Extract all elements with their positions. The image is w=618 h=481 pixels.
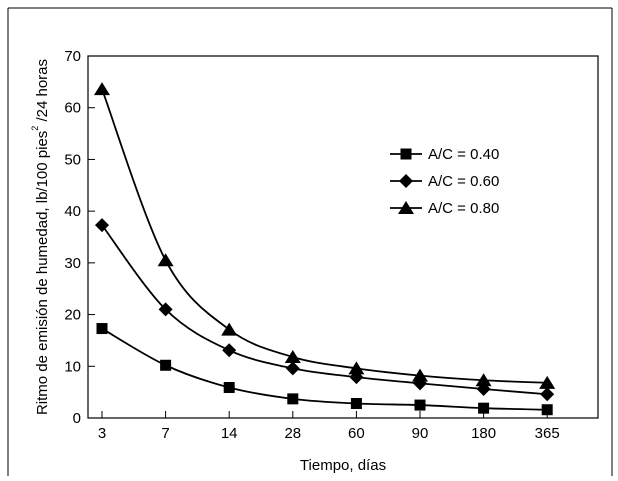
data-point-diamond (540, 387, 555, 402)
x-tick-label: 3 (98, 425, 106, 442)
data-point-triangle (221, 322, 238, 336)
data-point-diamond (158, 302, 173, 317)
legend-label: A/C = 0.40 (428, 146, 499, 163)
axis-ticks: 0 10 20 30 40 50 60 70 3 7 14 28 60 90 180 365 (64, 48, 559, 442)
y-tick-label: 70 (64, 48, 81, 65)
x-tick-label: 90 (412, 425, 429, 442)
y-tick-label: 20 (64, 307, 81, 324)
data-point-diamond (222, 343, 237, 358)
y-tick-label: 10 (64, 358, 81, 375)
x-tick-label: 7 (161, 425, 169, 442)
x-tick-label: 365 (535, 425, 560, 442)
data-point-square (478, 402, 490, 414)
data-point-triangle (94, 82, 110, 96)
y-tick-label: 50 (64, 151, 81, 168)
y-axis-title: Ritmo de emisión de humedad, lb/100 pies… (30, 59, 51, 415)
legend-marker-diamond (399, 174, 413, 188)
data-point-diamond (95, 218, 109, 233)
data-point-square (541, 404, 553, 416)
data-point-square (160, 359, 172, 371)
x-tick-label: 14 (221, 425, 238, 442)
data-point-triangle (284, 349, 301, 363)
data-point-square (96, 323, 108, 335)
x-tick-label: 180 (471, 425, 496, 442)
y-tick-label: 60 (64, 100, 81, 117)
legend-label: A/C = 0.80 (428, 200, 499, 217)
data-point-triangle (157, 253, 174, 267)
legend-label: A/C = 0.60 (428, 173, 499, 190)
y-axis-title-suffix: /24 horas (34, 59, 51, 126)
plot-area (87, 55, 599, 419)
y-tick-label: 30 (64, 255, 81, 272)
data-point-square (223, 381, 235, 393)
data-point-square (414, 399, 426, 411)
y-axis-title-superscript: 2 (30, 126, 40, 131)
series-line-3 (101, 88, 548, 384)
data-point-triangle (348, 361, 365, 375)
data-point-square (350, 398, 362, 410)
x-tick-label: 28 (284, 425, 301, 442)
legend: A/C = 0.40 A/C = 0.60 A/C = 0.80 (390, 146, 499, 217)
data-point-triangle (412, 368, 428, 382)
x-tick-label: 60 (348, 425, 365, 442)
y-axis-title-main: Ritmo de emisión de humedad, lb/100 pies (34, 131, 51, 415)
data-point-square (287, 393, 299, 405)
data-point-triangle (539, 375, 556, 389)
series-markers (94, 82, 556, 416)
data-point-diamond (285, 361, 300, 376)
legend-marker-triangle (398, 201, 414, 214)
data-point-triangle (475, 373, 492, 387)
y-tick-label: 40 (64, 203, 81, 220)
legend-marker-square (400, 148, 412, 160)
y-tick-label: 0 (73, 410, 81, 427)
x-axis-title: Tiempo, días (300, 457, 386, 474)
